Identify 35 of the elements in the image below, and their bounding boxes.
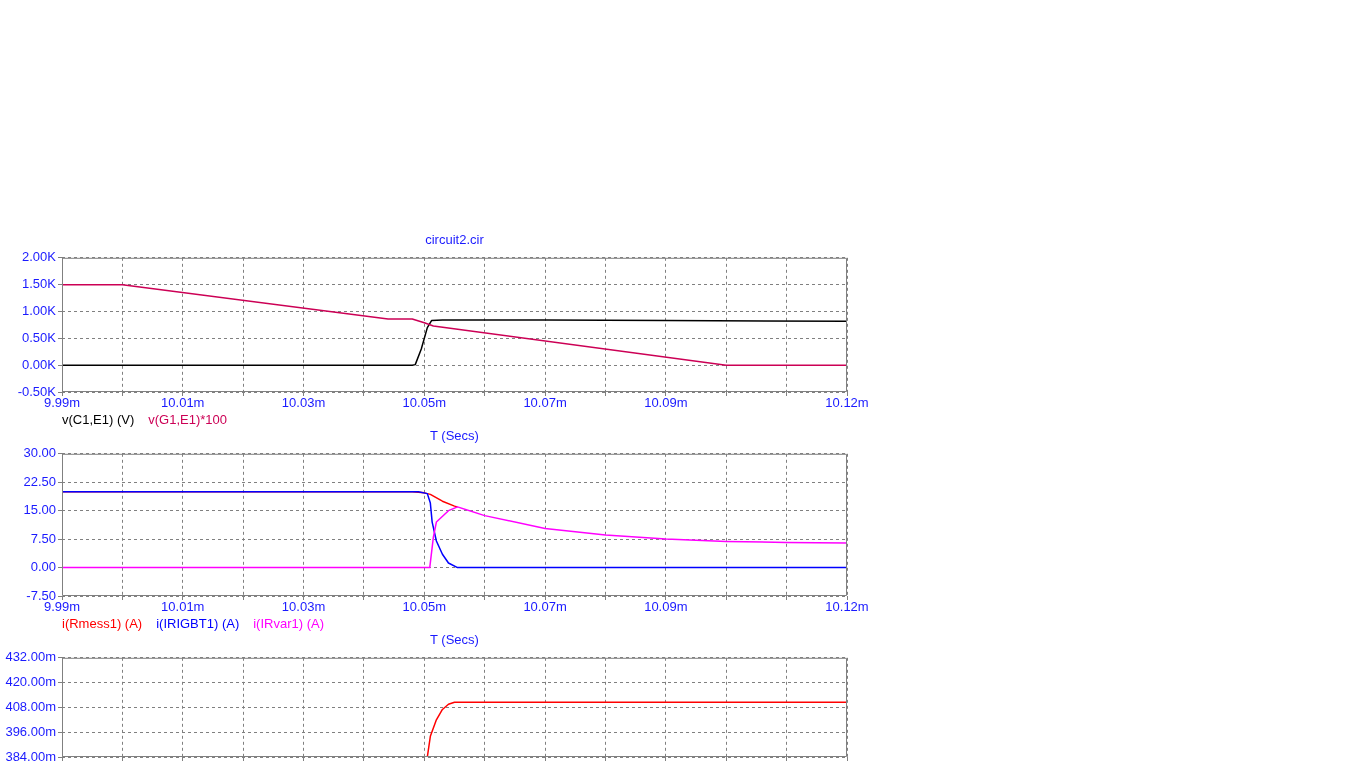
y-tick-label: 408.00m bbox=[5, 698, 56, 714]
y-tick-label: 2.00K bbox=[22, 249, 57, 265]
y-tick-label: 396.00m bbox=[5, 723, 56, 739]
x-tick-label: 10.12m bbox=[825, 395, 869, 411]
y-tick-label: 432.00m bbox=[5, 649, 56, 665]
x-tick-label: 10.09m bbox=[644, 599, 688, 615]
x-tick-label: 10.01m bbox=[161, 395, 205, 411]
x-tick-label: 10.12m bbox=[825, 599, 869, 615]
y-tick-label: 0.00K bbox=[22, 356, 57, 372]
x-axis-title: T (Secs) bbox=[429, 632, 480, 648]
x-tick-label: 10.03m bbox=[281, 599, 326, 615]
y-tick-label: 30.00 bbox=[23, 445, 56, 461]
x-tick-label: 10.03m bbox=[281, 395, 326, 411]
y-tick-label: 384.00m bbox=[5, 748, 56, 764]
text: i(IRIGBT1) (A) bbox=[156, 616, 240, 631]
y-tick-label: 1.00K bbox=[22, 303, 57, 319]
y-tick-label: 420.00m bbox=[5, 674, 56, 690]
x-tick-label: 10.05m bbox=[402, 395, 446, 411]
x-tick-label: 10.07m bbox=[523, 599, 567, 615]
chart-title: circuit2.cir bbox=[424, 232, 485, 248]
x-tick-label: 10.09m bbox=[644, 395, 688, 411]
y-tick-label: 0.50K bbox=[22, 329, 57, 345]
text: v(C1,E1) (V) bbox=[62, 412, 135, 427]
text: i(Rmess1) (A) bbox=[62, 616, 143, 631]
y-tick-label: 0.00 bbox=[30, 559, 56, 575]
x-tick-label: 10.07m bbox=[523, 395, 567, 411]
text: v(G1,E1)*100 bbox=[148, 412, 227, 427]
y-tick-label: 15.00 bbox=[23, 502, 56, 518]
text: i(IRvar1) (A) bbox=[253, 616, 325, 631]
y-tick-label: 22.50 bbox=[23, 473, 56, 489]
x-tick-label: 10.01m bbox=[161, 599, 205, 615]
y-tick-label: 7.50 bbox=[30, 530, 56, 546]
y-tick-label: 1.50K bbox=[22, 276, 57, 292]
x-axis-title: T (Secs) bbox=[429, 428, 480, 444]
x-tick-label: 10.05m bbox=[402, 599, 446, 615]
